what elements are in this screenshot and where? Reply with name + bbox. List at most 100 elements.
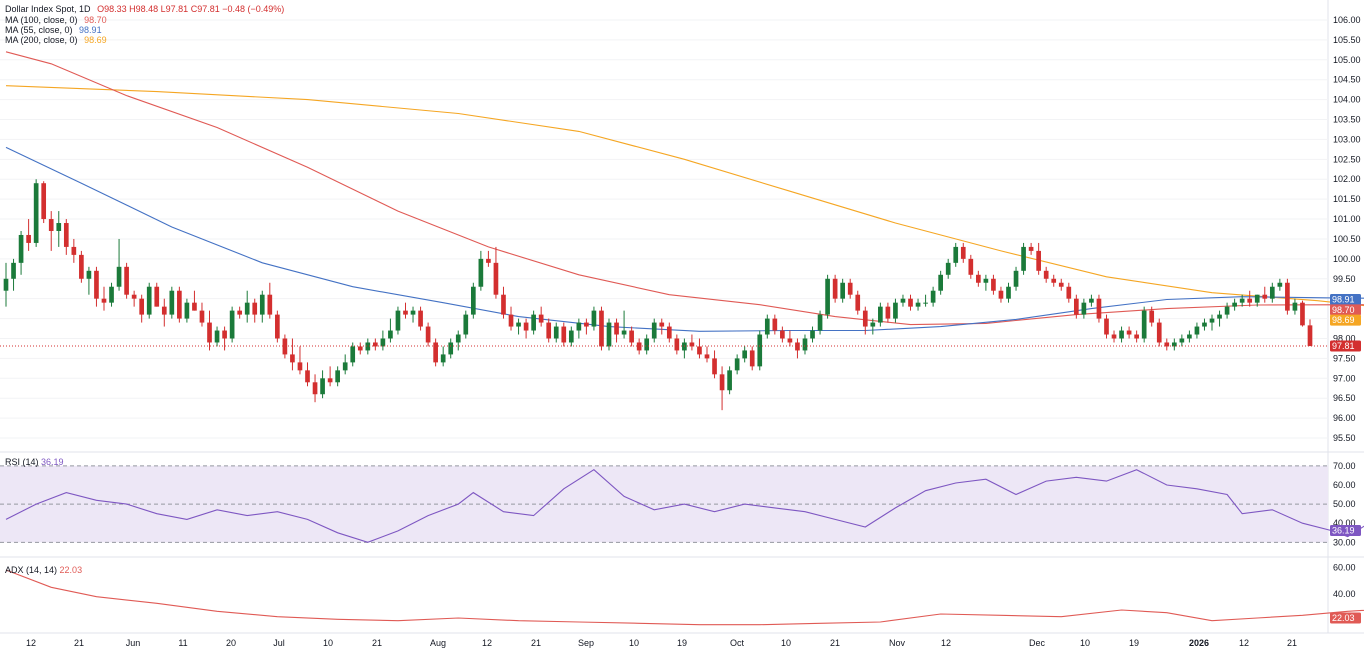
candle-body: [11, 262, 16, 279]
ma200-legend-value: 98.69: [84, 35, 107, 45]
candle-body: [1043, 270, 1049, 279]
adx-line: [5, 569, 1364, 626]
candle-body: [3, 278, 9, 291]
candle-body: [802, 338, 808, 351]
candle-body: [1119, 330, 1124, 339]
adx-legend-value: 22.03: [59, 565, 83, 575]
x-tick-label: 12: [26, 638, 36, 648]
candle-body: [930, 290, 936, 303]
candle-body: [764, 318, 770, 335]
candle-body: [1209, 318, 1215, 323]
candle-body: [478, 258, 484, 287]
candle-body: [373, 342, 378, 347]
adx-legend[interactable]: ADX (14, 14) 22.03: [5, 565, 82, 575]
candle-body: [501, 294, 506, 315]
candle-body: [410, 310, 416, 315]
candle-body: [938, 274, 943, 291]
ohlc-close: C97.81: [190, 4, 220, 14]
candle-body: [101, 298, 107, 303]
candle-body: [275, 314, 280, 339]
candle-body: [1254, 294, 1260, 303]
candle-body: [878, 306, 883, 323]
candle-body: [1179, 338, 1185, 343]
candle-body: [86, 270, 92, 279]
candle-body: [780, 330, 785, 339]
candle-body: [659, 322, 665, 327]
candle-body: [26, 234, 31, 243]
candle-body: [252, 302, 258, 315]
candle-body: [493, 262, 499, 295]
candle-body: [614, 322, 619, 335]
candle-body: [48, 219, 54, 231]
candle-body: [244, 302, 250, 315]
candle-body: [1202, 322, 1207, 327]
candle-body: [908, 298, 913, 307]
candle-body: [1187, 334, 1192, 339]
candle-body: [1096, 298, 1102, 319]
candle-body: [1277, 282, 1283, 287]
candle-body: [855, 294, 861, 311]
candle-body: [516, 322, 521, 327]
x-tick-label: Jul: [273, 638, 285, 648]
candle-body: [259, 294, 265, 315]
x-tick-label: 10: [323, 638, 333, 648]
adx-legend-label: ADX (14, 14): [5, 565, 58, 575]
rsi-tick-label: 40.00: [1333, 518, 1356, 528]
candle-body: [124, 266, 129, 295]
candle-body: [591, 310, 597, 327]
rsi-legend[interactable]: RSI (14) 36.19: [5, 457, 64, 467]
candle-body: [576, 322, 582, 331]
rsi-legend-value: 36.19: [41, 457, 64, 467]
candle-body: [418, 310, 423, 327]
x-tick-label: 21: [1287, 638, 1297, 648]
candle-body: [666, 326, 672, 339]
y-tick-label: 95.50: [1333, 433, 1356, 443]
x-tick-label: 10: [781, 638, 791, 648]
ma200-legend-label: MA (200, close, 0): [5, 35, 78, 45]
candle-body: [388, 330, 393, 339]
ma55-legend-value: 98.91: [79, 25, 102, 35]
y-tick-label: 103.50: [1333, 115, 1361, 125]
ma55-legend[interactable]: MA (55, close, 0) 98.91: [5, 25, 102, 35]
y-tick-label: 96.50: [1333, 393, 1356, 403]
candle-body: [599, 310, 604, 347]
y-tick-label: 105.00: [1333, 55, 1361, 65]
candle-body: [810, 330, 815, 339]
x-tick-label: Nov: [889, 638, 906, 648]
candle-body: [282, 338, 288, 355]
candle-body: [365, 342, 371, 351]
candle-body: [470, 286, 476, 315]
candle-body: [1111, 334, 1117, 339]
candle-body: [772, 318, 778, 331]
candle-body: [923, 302, 928, 304]
x-tick-label: 12: [1239, 638, 1249, 648]
y-tick-label: 103.00: [1333, 134, 1361, 144]
x-tick-label: Oct: [730, 638, 745, 648]
x-tick-label: Aug: [430, 638, 446, 648]
candle-body: [320, 378, 325, 395]
candle-body: [1104, 318, 1109, 335]
y-tick-label: 99.50: [1333, 274, 1356, 284]
candle-body: [1013, 270, 1019, 287]
symbol-name: Dollar Index Spot, 1D: [5, 4, 91, 14]
y-tick-label: 98.00: [1333, 333, 1356, 343]
x-tick-label: 10: [1080, 638, 1090, 648]
ma200-legend[interactable]: MA (200, close, 0) 98.69: [5, 35, 107, 45]
y-tick-label: 104.00: [1333, 95, 1361, 105]
candle-body: [433, 342, 438, 363]
ma100-legend[interactable]: MA (100, close, 0) 98.70: [5, 15, 107, 25]
candle-body: [448, 342, 454, 355]
ma100-price-tag: 98.70: [1332, 305, 1355, 315]
candle-body: [704, 354, 710, 359]
rsi-tick-label: 50.00: [1333, 499, 1356, 509]
candle-body: [342, 362, 348, 371]
candle-body: [531, 314, 536, 331]
candle-body: [139, 298, 145, 315]
candle-body: [697, 346, 702, 355]
candle-body: [177, 290, 182, 319]
last-price-tag-bg: [1330, 340, 1361, 352]
candle-body: [290, 354, 295, 363]
candle-body: [1164, 342, 1170, 347]
